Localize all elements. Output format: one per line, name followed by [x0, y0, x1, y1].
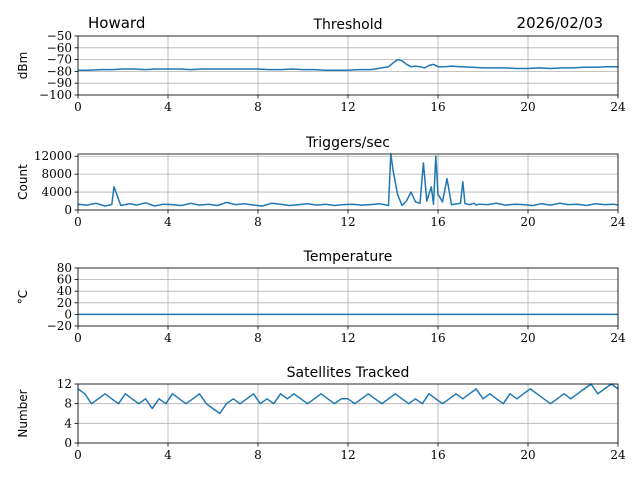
satellites-xtick-label: 20	[520, 448, 535, 462]
satellites-xtick-label: 8	[254, 448, 262, 462]
satellites-series-line	[77, 383, 619, 415]
triggers-ytick-label: 4000	[41, 185, 72, 199]
threshold-xtick-label: 4	[164, 100, 172, 114]
temperature-title: Temperature	[303, 249, 393, 265]
temperature-ytick-label: 60	[57, 273, 72, 287]
satellites-xtick-label: 24	[610, 448, 626, 462]
chart-triggers: Triggers/sec 0 4 8 12 16 20 24 0 4000 8000 12000 Cou…	[16, 135, 626, 229]
temperature-xtick-label: 0	[74, 331, 82, 345]
temperature-xtick-label: 8	[254, 331, 262, 345]
triggers-ytick-label: 0	[64, 203, 72, 217]
temperature-ylabel: °C	[16, 290, 30, 304]
triggers-xtick-label: 4	[164, 215, 172, 229]
temperature-ytick-label: 0	[64, 307, 72, 321]
satellites-ytick-label: 0	[64, 436, 72, 450]
temperature-xtick-label: 20	[520, 331, 535, 345]
temperature-xtick-label: 24	[610, 331, 626, 345]
threshold-ylabel: dBm	[16, 52, 30, 80]
satellites-title: Satellites Tracked	[287, 365, 410, 381]
triggers-ytick-label: 8000	[41, 167, 72, 181]
temperature-xtick-label: 16	[430, 331, 445, 345]
satellites-ytick-label: 4	[64, 416, 72, 430]
temperature-ytick-label: 80	[57, 261, 72, 275]
satellites-xtick-label: 12	[340, 448, 355, 462]
triggers-title: Triggers/sec	[305, 135, 390, 151]
threshold-xtick-label: 24	[610, 100, 626, 114]
satellites-ytick-label: 8	[64, 397, 72, 411]
temperature-xtick-label: 4	[164, 331, 172, 345]
satellites-xtick-label: 4	[164, 448, 172, 462]
triggers-ylabel: Count	[16, 164, 30, 200]
threshold-title: Threshold	[313, 17, 383, 33]
triggers-xtick-label: 0	[74, 215, 82, 229]
temperature-ytick-label: 20	[57, 296, 72, 310]
chart-satellites: Satellites Tracked 0 4 8 12 16 20 24 0 4 8 12 Number	[16, 365, 626, 462]
charts-container: Threshold 0 4 8 12 16 20 24 −100−90−80−70−60−50 d…	[16, 17, 626, 462]
threshold-ytick-label: −100	[39, 88, 72, 102]
triggers-xtick-label: 24	[610, 215, 626, 229]
threshold-ytick-label: −80	[47, 64, 72, 78]
threshold-ytick-label: −60	[47, 41, 72, 55]
triggers-xtick-label: 8	[254, 215, 262, 229]
satellites-ytick-label: 12	[57, 377, 72, 391]
threshold-ytick-label: −90	[47, 76, 72, 90]
satellites-xtick-label: 0	[74, 448, 82, 462]
report-date: 2026/02/03	[517, 14, 603, 32]
satellites-xtick-label: 16	[430, 448, 445, 462]
station-name: Howard	[88, 14, 145, 32]
threshold-xtick-label: 0	[74, 100, 82, 114]
triggers-ytick-label: 12000	[34, 149, 72, 163]
triggers-xtick-label: 16	[430, 215, 445, 229]
temperature-ytick-label: 40	[57, 284, 72, 298]
triggers-xtick-label: 12	[340, 215, 355, 229]
threshold-xtick-label: 8	[254, 100, 262, 114]
threshold-xtick-label: 16	[430, 100, 445, 114]
threshold-xtick-label: 20	[520, 100, 535, 114]
threshold-xtick-label: 12	[340, 100, 355, 114]
triggers-series-line	[77, 153, 619, 207]
threshold-ytick-label: −50	[47, 29, 72, 43]
temperature-ytick-label: −20	[47, 319, 72, 333]
satellites-ylabel: Number	[16, 389, 30, 437]
triggers-xtick-label: 20	[520, 215, 535, 229]
chart-threshold: Threshold 0 4 8 12 16 20 24 −100−90−80−70−60−50 d…	[16, 17, 626, 114]
threshold-ytick-label: −70	[47, 53, 72, 67]
threshold-series-line	[78, 58, 618, 71]
temperature-xtick-label: 12	[340, 331, 355, 345]
